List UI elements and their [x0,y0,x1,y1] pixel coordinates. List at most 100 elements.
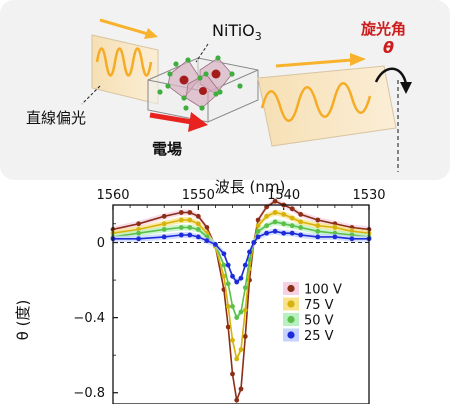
legend-marker [287,315,295,324]
polarization-label: 直線偏光 [26,109,86,127]
data-point [242,285,248,290]
data-point [272,210,278,215]
data-point [178,232,184,238]
top-tick-label: 1550 [182,188,215,203]
data-point [255,234,261,240]
legend-label: 100 V [304,283,342,298]
data-point [298,225,304,230]
y-axis-label: θ (度) [14,300,32,341]
data-point [234,356,240,362]
data-point [255,223,261,229]
data-point [272,198,278,204]
data-point [204,225,210,230]
data-point [242,307,248,313]
data-point [289,215,295,221]
data-point [178,225,184,230]
data-point [230,337,235,343]
y-tick-label: −0.8 [73,386,105,401]
data-point [298,219,304,225]
data-point [221,251,227,257]
propagation-arrow-in [99,18,158,39]
data-point [272,219,278,225]
data-point [247,249,252,255]
data-point [315,228,321,234]
data-point [264,223,269,229]
y-tick-label: −0.4 [73,311,105,326]
data-point [178,210,184,215]
data-point [204,238,210,244]
data-point [332,225,338,230]
data-point [221,262,227,268]
rotation-label: 旋光角 [360,20,406,38]
data-point [251,240,257,245]
data-point [238,347,244,352]
data-point [136,236,142,242]
data-point [187,217,193,223]
legend-label: 50 V [304,314,334,329]
data-point [225,324,231,330]
data-point [298,212,304,217]
data-point [281,212,287,217]
legend-marker [287,300,295,308]
data-point [272,228,278,234]
data-point [195,234,201,240]
chart: 波長 (nm) 1560 1550 1540 1530 0−0.4−0.8 θ (度)… [14,178,386,404]
propagation-arrow-out [275,53,366,68]
data-point [213,242,218,247]
y-tick-labels: 0 −0.4 −0.8 [73,223,118,401]
data-point [230,371,235,377]
data-point [221,273,227,279]
oxygen-atoms [157,55,243,111]
polarization-leader [81,85,101,105]
atom-red [179,75,189,85]
data-point [315,223,321,229]
data-point [234,279,240,285]
data-point [161,227,167,232]
data-point [332,234,338,240]
electric-field-arrow [149,112,208,132]
data-point [136,230,142,236]
data-point [238,275,244,281]
data-point [195,213,201,219]
data-point [315,217,321,223]
data-point [242,262,248,268]
data-point [225,281,231,287]
data-point [225,304,231,309]
data-point [187,225,193,230]
data-point [315,234,321,240]
data-point [136,221,142,227]
legend-marker [287,284,295,293]
legend-label: 75 V [304,298,334,313]
data-point [238,309,244,315]
data-point [161,221,167,227]
legend: 100 V75 V50 V25 V [283,282,342,344]
series-25v [110,228,372,285]
data-point [187,232,193,238]
data-point [264,213,269,219]
data-point [187,210,193,215]
data-point [298,232,304,238]
top-tick-label: 1530 [352,188,385,203]
legend-label: 25 V [304,329,334,344]
atom-red [199,87,207,95]
data-point [264,230,269,236]
rotation-symbol: θ [383,38,394,57]
material-leader [195,43,209,63]
outgoing-wave [260,82,372,122]
data-point [242,334,248,339]
data-point [234,397,240,403]
data-point [161,213,167,219]
data-point [178,217,184,223]
data-point [225,262,231,268]
legend-marker [287,331,295,339]
data-point [230,273,235,279]
data-point [281,221,287,227]
data-point [289,230,295,236]
atom-red [211,69,221,79]
data-point [195,221,201,227]
material-label: NiTiO3 [212,21,262,43]
rotation-arrow-icon [374,67,408,85]
data-point [230,304,235,309]
data-point [264,204,269,210]
data-point [234,315,240,320]
